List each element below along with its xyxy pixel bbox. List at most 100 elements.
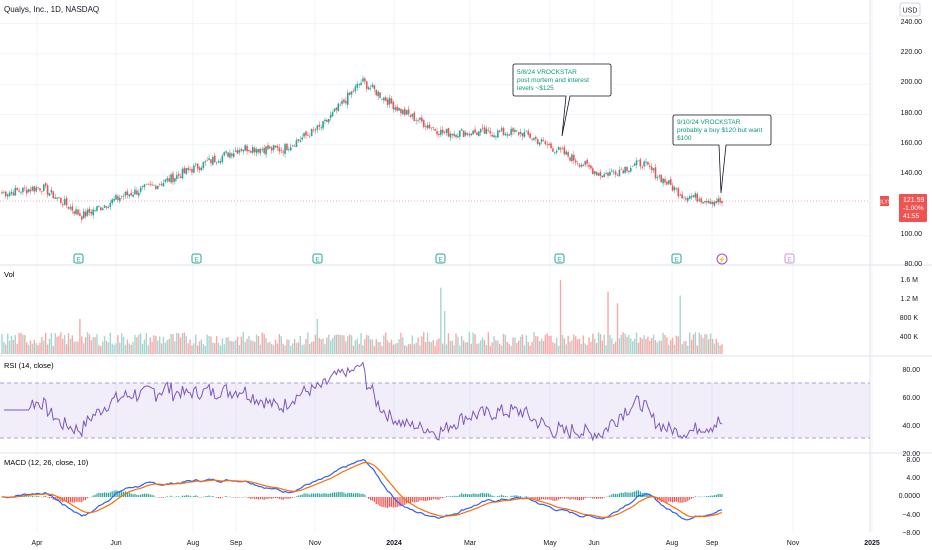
candle: [540, 139, 543, 142]
volume-bar: [478, 343, 480, 354]
volume-bar: [309, 343, 311, 354]
candle: [438, 133, 440, 136]
volume-bar: [126, 339, 129, 354]
currency-box[interactable]: [899, 2, 921, 17]
macd-hist-bar: [265, 497, 267, 499]
rsi-line[interactable]: [3, 361, 723, 442]
candle: [702, 202, 704, 204]
candle: [403, 108, 406, 115]
macd-hist-bar: [60, 497, 62, 502]
volume-bar: [554, 343, 556, 354]
events-row[interactable]: E E E E E E ⚡ E: [73, 253, 795, 265]
candle: [373, 85, 376, 90]
volume-bar: [244, 341, 246, 354]
price-candles[interactable]: [1, 75, 723, 223]
candle: [364, 78, 366, 82]
candle: [609, 171, 611, 176]
volume-bar: [434, 345, 436, 354]
volume-bar: [33, 339, 35, 354]
volume-bar: [497, 340, 499, 354]
macd-hist-bar: [362, 493, 364, 497]
macd-hist-bar: [200, 497, 203, 498]
macd-hist-bar: [582, 497, 584, 500]
annotation-callout-2[interactable]: 9/10/24 VROCKSTAR probably a buy $120 bu…: [672, 114, 772, 194]
candle: [307, 135, 309, 136]
volume-bar: [314, 334, 317, 354]
last-price-label[interactable]: [899, 194, 927, 222]
earnings-event-icon[interactable]: E: [312, 253, 323, 264]
candle: [189, 169, 191, 171]
earnings-event-icon[interactable]: E: [671, 253, 682, 264]
macd-hist-bar: [326, 493, 328, 497]
candle: [652, 168, 655, 171]
volume-bar: [702, 337, 704, 354]
candle: [265, 146, 267, 155]
volume-bar: [516, 342, 518, 354]
earnings-event-icon[interactable]: E: [191, 253, 202, 264]
candle: [611, 170, 613, 172]
macd-hist-bar: [305, 493, 307, 497]
macd-hist-bar: [654, 497, 657, 500]
macd-tick: 4.00: [906, 475, 920, 482]
macd-hist-bar: [345, 493, 347, 497]
macd-hist-bar: [189, 495, 191, 497]
macd-hist-bar: [263, 497, 265, 500]
signal-line[interactable]: [2, 461, 723, 518]
candle: [369, 87, 372, 89]
macd-hist-bar: [35, 496, 37, 497]
macd-hist-bar: [390, 497, 393, 507]
candle: [111, 199, 113, 204]
candle: [536, 139, 539, 144]
volume-bar: [396, 343, 398, 354]
time-tick: Nov: [309, 540, 322, 547]
volume-bar: [227, 337, 229, 354]
macd-hist-bar: [349, 493, 351, 497]
chart-title: Qualys, Inc., 1D, NASDAQ: [4, 5, 99, 14]
candle: [523, 131, 526, 137]
volume-bar: [179, 337, 182, 354]
macd-hist-bar: [613, 493, 615, 497]
candle: [181, 168, 184, 179]
candle: [75, 209, 77, 215]
macd-hist-bar: [601, 497, 603, 499]
annotation-callout-1[interactable]: 5/8/24 VROCKSTAR post mortem and interes…: [512, 63, 612, 137]
candle: [288, 149, 290, 151]
volume-bar: [632, 341, 634, 354]
volume-bar: [12, 339, 15, 354]
macd-hist-bar: [622, 493, 624, 497]
volume-bar: [8, 340, 11, 354]
candle: [339, 104, 341, 106]
split-event-icon[interactable]: ⚡: [716, 253, 728, 265]
earnings-event-icon[interactable]: E: [73, 253, 84, 264]
macd-hist-bar: [293, 497, 296, 498]
candle: [282, 151, 284, 153]
upcoming-earnings-icon[interactable]: E: [784, 253, 795, 264]
candle: [360, 82, 362, 86]
candle: [576, 163, 579, 164]
volume-bar: [394, 343, 396, 354]
candle: [231, 153, 233, 157]
macd-hist-bar: [250, 497, 252, 500]
volume-bar: [421, 336, 423, 354]
candle: [590, 165, 592, 169]
candle: [495, 136, 497, 137]
earnings-event-icon[interactable]: E: [435, 253, 446, 264]
volume-bar: [415, 342, 417, 354]
macd-line[interactable]: [1, 459, 723, 521]
candle: [232, 153, 235, 157]
volume-bars[interactable]: [1, 279, 723, 354]
macd-histogram[interactable]: [1, 490, 723, 509]
volume-bar: [147, 345, 149, 354]
macd-hist-bar: [176, 496, 178, 497]
earnings-event-icon[interactable]: E: [554, 253, 565, 264]
volume-bar: [453, 345, 455, 354]
volume-bar: [639, 337, 642, 354]
volume-bar: [717, 342, 719, 354]
volume-bar: [210, 336, 212, 354]
macd-hist-bar: [514, 495, 516, 497]
macd-hist-bar: [48, 497, 51, 499]
macd-hist-bar: [672, 497, 674, 503]
volume-bar: [489, 345, 491, 354]
candle: [242, 149, 245, 152]
